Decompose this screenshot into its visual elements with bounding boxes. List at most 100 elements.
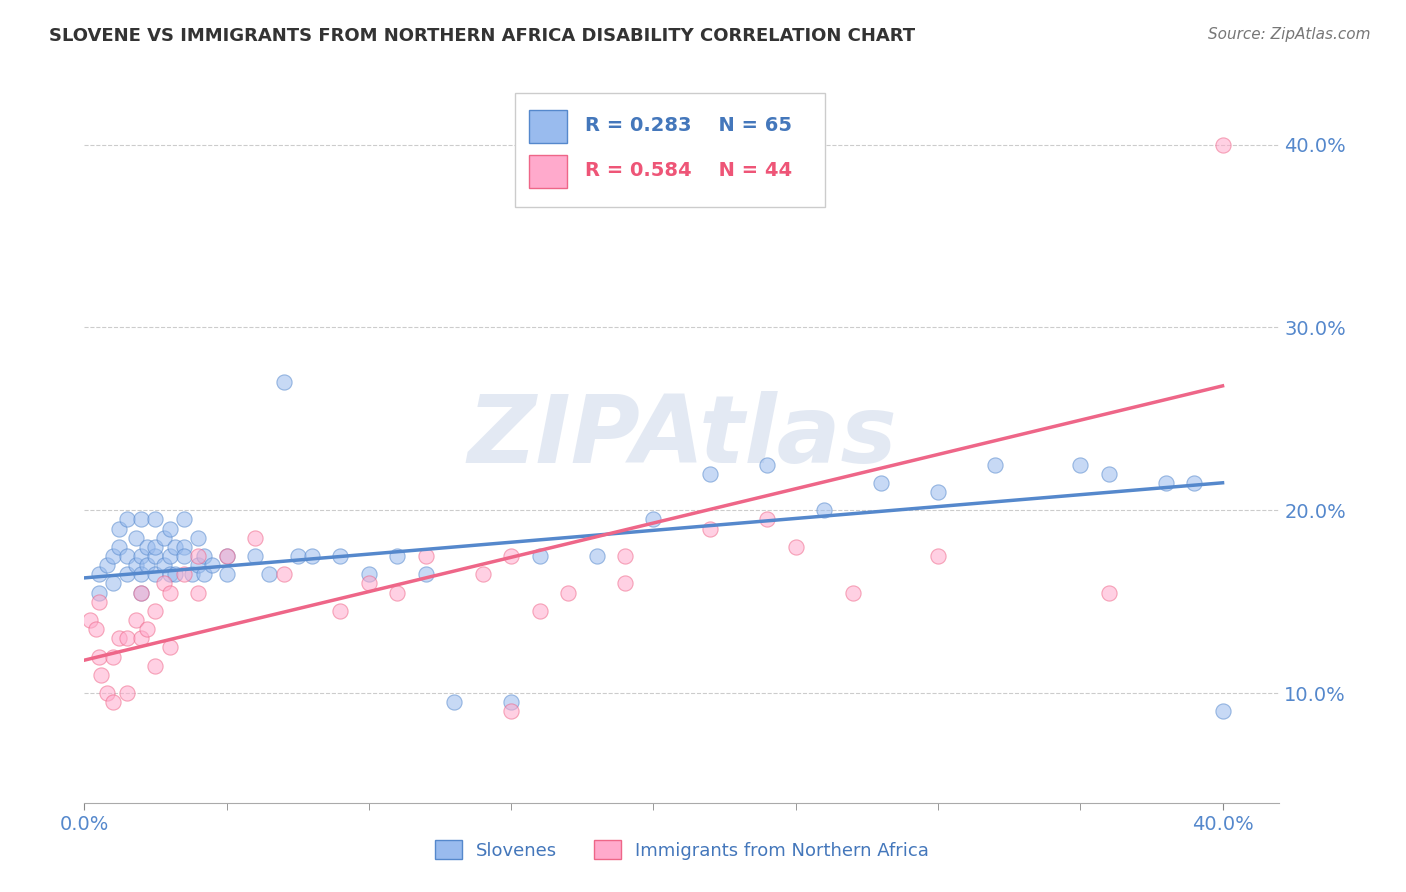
- Point: [193, 549, 215, 563]
- Point: [87, 585, 110, 599]
- Point: [136, 540, 159, 554]
- Point: [287, 549, 309, 563]
- Point: [813, 503, 835, 517]
- Point: [301, 549, 323, 563]
- Point: [124, 531, 146, 545]
- Text: R = 0.283    N = 65: R = 0.283 N = 65: [585, 116, 792, 135]
- Point: [984, 458, 1007, 472]
- Point: [159, 521, 181, 535]
- Point: [153, 576, 176, 591]
- Point: [443, 695, 465, 709]
- Point: [329, 549, 352, 563]
- Point: [243, 531, 266, 545]
- Point: [145, 540, 167, 554]
- Point: [145, 604, 167, 618]
- Text: Source: ZipAtlas.com: Source: ZipAtlas.com: [1208, 27, 1371, 42]
- Point: [1069, 458, 1091, 472]
- Point: [273, 375, 295, 389]
- Point: [193, 567, 215, 582]
- Point: [101, 695, 124, 709]
- Point: [129, 549, 152, 563]
- Point: [129, 567, 152, 582]
- FancyBboxPatch shape: [529, 155, 567, 188]
- Point: [173, 512, 195, 526]
- Point: [101, 549, 124, 563]
- Point: [115, 549, 138, 563]
- Point: [841, 585, 863, 599]
- FancyBboxPatch shape: [529, 110, 567, 143]
- Point: [415, 549, 437, 563]
- Point: [529, 604, 551, 618]
- Point: [79, 613, 101, 627]
- Point: [124, 558, 146, 573]
- Point: [870, 475, 893, 490]
- Point: [173, 567, 195, 582]
- Point: [501, 695, 523, 709]
- Point: [173, 549, 195, 563]
- Point: [145, 567, 167, 582]
- Point: [145, 549, 167, 563]
- Point: [145, 512, 167, 526]
- Point: [187, 549, 209, 563]
- Point: [181, 567, 204, 582]
- Point: [1212, 705, 1234, 719]
- Point: [357, 567, 380, 582]
- Point: [187, 531, 209, 545]
- Point: [329, 604, 352, 618]
- Point: [357, 576, 380, 591]
- Point: [756, 512, 779, 526]
- Point: [159, 585, 181, 599]
- Point: [243, 549, 266, 563]
- FancyBboxPatch shape: [515, 94, 825, 207]
- Point: [101, 649, 124, 664]
- Point: [927, 485, 949, 500]
- Point: [501, 549, 523, 563]
- Point: [96, 686, 118, 700]
- Point: [159, 549, 181, 563]
- Point: [699, 467, 721, 481]
- Point: [87, 649, 110, 664]
- Point: [153, 531, 176, 545]
- Point: [115, 567, 138, 582]
- Point: [643, 512, 665, 526]
- Point: [614, 549, 637, 563]
- Point: [145, 658, 167, 673]
- Point: [153, 558, 176, 573]
- Point: [187, 558, 209, 573]
- Point: [115, 686, 138, 700]
- Text: ZIPAtlas: ZIPAtlas: [467, 391, 897, 483]
- Text: R = 0.584    N = 44: R = 0.584 N = 44: [585, 161, 792, 180]
- Point: [756, 458, 779, 472]
- Point: [1098, 585, 1121, 599]
- Point: [84, 622, 107, 636]
- Point: [387, 549, 409, 563]
- Point: [1154, 475, 1177, 490]
- Point: [927, 549, 949, 563]
- Point: [1098, 467, 1121, 481]
- Legend: Slovenes, Immigrants from Northern Africa: Slovenes, Immigrants from Northern Afric…: [427, 833, 936, 867]
- Point: [129, 632, 152, 646]
- Point: [215, 567, 238, 582]
- Point: [1182, 475, 1205, 490]
- Point: [173, 540, 195, 554]
- Point: [115, 632, 138, 646]
- Point: [107, 540, 129, 554]
- Point: [273, 567, 295, 582]
- Point: [159, 640, 181, 655]
- Point: [471, 567, 494, 582]
- Point: [90, 667, 112, 681]
- Point: [107, 521, 129, 535]
- Point: [215, 549, 238, 563]
- Point: [87, 567, 110, 582]
- Point: [785, 540, 807, 554]
- Point: [129, 585, 152, 599]
- Point: [415, 567, 437, 582]
- Point: [96, 558, 118, 573]
- Point: [165, 567, 187, 582]
- Point: [107, 632, 129, 646]
- Point: [101, 576, 124, 591]
- Point: [387, 585, 409, 599]
- Point: [201, 558, 224, 573]
- Point: [557, 585, 579, 599]
- Point: [259, 567, 281, 582]
